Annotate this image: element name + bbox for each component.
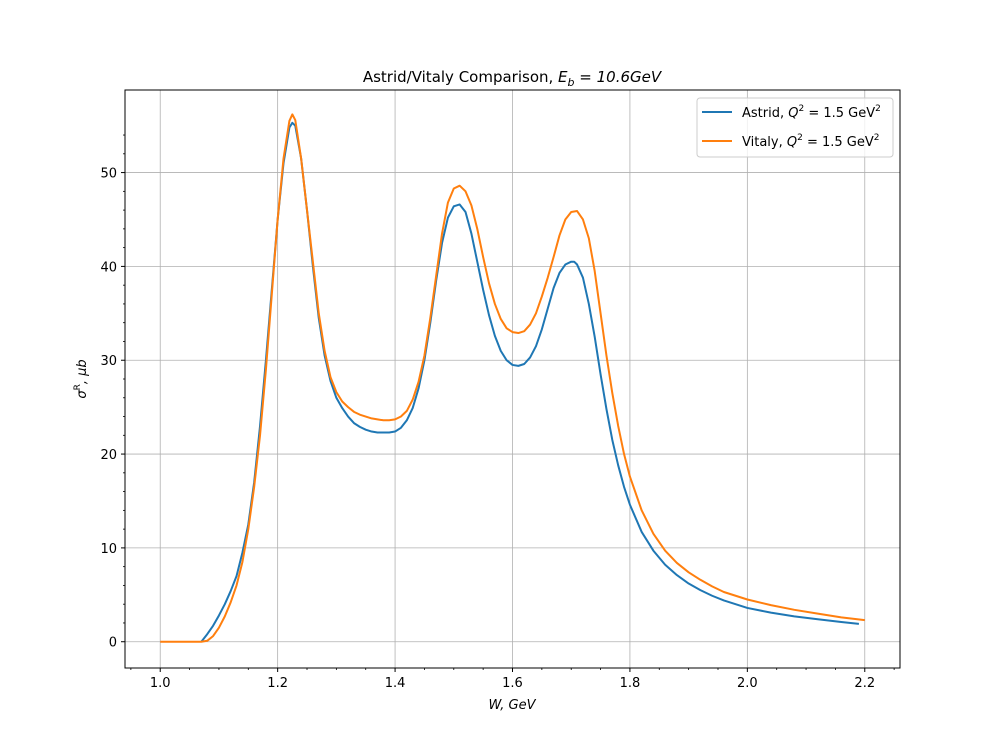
series-layer xyxy=(160,113,865,643)
ticks: 1.0 1.2 1.4 1.6 1.8 2.0 2.2 0 10 20 30 40 50 xyxy=(100,134,895,691)
y-tick-label: 40 xyxy=(100,260,117,275)
legend: Astrid, Q2 = 1.5 GeV2 Vitaly, Q2 = 1.5 G… xyxy=(696,97,894,158)
x-tick-label: 1.2 xyxy=(267,676,288,691)
x-tick-label: 1.4 xyxy=(385,676,406,691)
y-tick-label: 50 xyxy=(100,167,117,182)
grid xyxy=(125,90,900,668)
x-tick-label: 2.2 xyxy=(854,676,875,691)
legend-box xyxy=(696,97,894,158)
y-axis-label: σR, μb xyxy=(73,359,90,398)
legend-label-astrid: Astrid, Q2 = 1.5 GeV2 xyxy=(742,104,881,121)
series-line-astrid xyxy=(200,121,860,643)
y-tick-label: 10 xyxy=(100,542,117,557)
y-tick-label: 0 xyxy=(109,636,117,651)
x-tick-label: 2.0 xyxy=(737,676,758,691)
y-tick-label: 30 xyxy=(100,354,117,369)
series-line-vitaly xyxy=(160,113,865,643)
x-tick-label: 1.8 xyxy=(620,676,641,691)
chart-title: Astrid/Vitaly Comparison, Eb = 10.6GeV xyxy=(363,68,663,89)
x-tick-label: 1.0 xyxy=(150,676,171,691)
x-tick-label: 1.6 xyxy=(502,676,523,691)
legend-label-vitaly: Vitaly, Q2 = 1.5 GeV2 xyxy=(742,133,880,150)
y-tick-label: 20 xyxy=(100,448,117,463)
x-axis-label: W, GeV xyxy=(488,698,536,713)
